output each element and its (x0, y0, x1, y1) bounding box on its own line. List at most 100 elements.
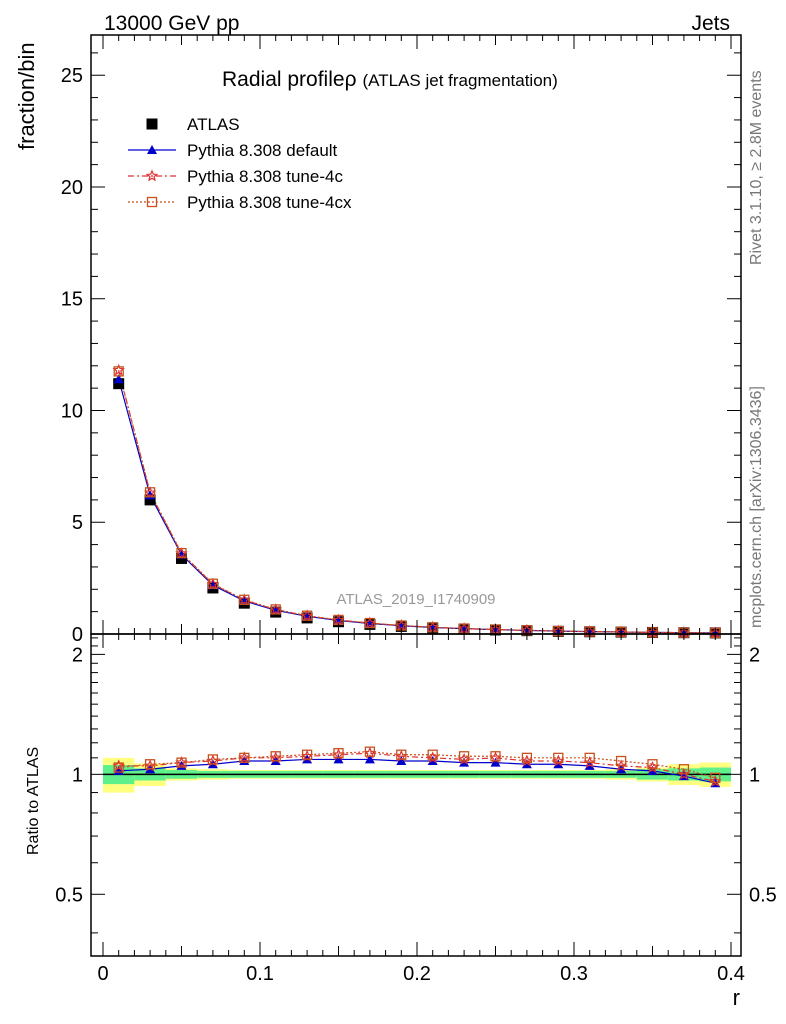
ratio-point-triangle (490, 757, 501, 767)
ratio-point-star (677, 767, 691, 780)
ratio-ytick-label-right: 0.5 (749, 884, 777, 906)
ratio-frame (90, 633, 742, 957)
ratio-point-star (614, 759, 628, 772)
legend-label: Pythia 8.308 tune-4cx (187, 193, 352, 212)
main-point-open-square (239, 594, 250, 605)
ratio-point-open-square (710, 772, 721, 783)
xtick-label: 0.4 (717, 963, 745, 985)
ratio-ytick-label: 2 (72, 644, 83, 666)
ratio-point-star (457, 752, 471, 765)
main-ytick-label: 5 (72, 512, 83, 534)
ratio-point-open-square (207, 754, 219, 765)
ratio-ytick-label-right: 1 (749, 764, 760, 786)
main-point-open-square (144, 487, 156, 498)
ratio-point-open-square (270, 751, 281, 762)
ratio-point-triangle (364, 754, 375, 764)
ratio-point-open-square (176, 757, 187, 768)
main-point-star (175, 546, 188, 559)
xtick-label: 0.2 (403, 963, 431, 985)
ratio-point-star (112, 759, 125, 772)
main-point-star (395, 618, 408, 631)
ratio-point-star (709, 774, 722, 787)
ratio-point-open-square (364, 746, 376, 757)
legend-marker (146, 196, 158, 208)
ratio-point-open-square (301, 749, 313, 760)
main-point-star (238, 593, 251, 606)
main-point-star (300, 609, 314, 622)
ratio-point-open-square (239, 752, 250, 763)
main-point-open-square (207, 578, 219, 589)
legend-marker (147, 145, 157, 154)
main-point-star (112, 363, 125, 376)
main-ytick-label: 20 (61, 177, 83, 199)
legend-label: Pythia 8.308 tune-4c (187, 167, 343, 186)
ratio-uncertainty-band (103, 757, 731, 793)
ratio-point-open-square (333, 748, 344, 759)
main-point-open-square (113, 366, 124, 377)
chart-title-sub: (ATLAS jet fragmentation) (363, 71, 558, 90)
main-point-star (143, 486, 157, 499)
ratio-line-star (118, 752, 716, 782)
ratio-point-open-square (647, 759, 658, 770)
main-point-square (113, 378, 125, 390)
xtick-label: 0 (97, 963, 108, 985)
legend: ATLAS Pythia 8.308 default Pythia 8.308 tu… (128, 115, 352, 212)
main-point-star (332, 613, 345, 626)
ratio-point-triangle (333, 754, 344, 764)
axis-ticks: 0 5 10 15 20 25 0 0.1 0.2 0.3 0.4 0.5 0.5 1 1 2 2 (55, 35, 777, 985)
ratio-point-open-square (553, 752, 564, 763)
main-point-open-square (176, 547, 187, 559)
ratio-ytick-label-right: 2 (749, 644, 760, 666)
x-axis-label: r (733, 985, 740, 1010)
legend-label: ATLAS (187, 115, 240, 134)
ratio-point-star (583, 756, 596, 768)
main-ytick-label: 15 (61, 289, 83, 311)
xtick-label: 0.3 (560, 963, 588, 985)
main-ylabel: fraction/bin (14, 42, 39, 150)
legend-label: Pythia 8.308 default (187, 141, 338, 160)
ratio-point-open-square (490, 751, 501, 762)
analysis-watermark: ATLAS_2019_I1740909 (336, 591, 495, 608)
header-right: Jets (691, 12, 730, 35)
rivet-label: Rivet 3.1.10, ≥ 2.8M events (748, 70, 765, 265)
main-point-open-square (364, 617, 376, 629)
legend-marker (146, 118, 158, 130)
ratio-point-open-square (521, 752, 533, 763)
ratio-point-star (395, 749, 408, 762)
ratio-point-star (206, 754, 220, 767)
ratio-point-star (520, 754, 534, 767)
ratio-point-star (426, 751, 439, 764)
main-point-open-square (301, 610, 313, 621)
main-point-star (206, 577, 220, 590)
ratio-point-star (238, 751, 251, 764)
chart-title: Radial profileρ (ATLAS jet fragmentation) (222, 68, 558, 91)
ratio-point-star (646, 760, 659, 773)
main-ytick-label: 10 (61, 400, 83, 422)
main-point-square (144, 494, 156, 506)
ratio-point-triangle (396, 756, 407, 766)
ratio-ytick-label: 1 (72, 764, 83, 786)
ratio-point-open-square (144, 759, 156, 770)
ratio-point-open-square (396, 749, 407, 760)
ratio-point-star (552, 754, 565, 767)
ratio-point-open-square (427, 749, 438, 760)
ratio-point-open-square (615, 755, 627, 767)
ratio-point-open-square (584, 752, 595, 763)
ratio-ylabel: Ratio to ATLAS (25, 747, 42, 855)
ratio-ytick-label: 0.5 (55, 884, 83, 906)
main-ytick-label: 0 (72, 624, 83, 646)
ratio-point-open-square (678, 764, 690, 775)
xtick-label: 0.1 (246, 963, 274, 985)
header-left: 13000 GeV pp (104, 12, 239, 35)
main-point-star (363, 616, 377, 629)
ratio-point-open-square (113, 762, 124, 773)
ratio-line-triangle (118, 758, 716, 784)
axes-frames (90, 34, 742, 957)
ratio-point-open-square (458, 751, 470, 762)
mcplots-label: mcplots.cern.ch [arXiv:1306.3436] (748, 386, 765, 628)
chart-title-main: Radial profileρ (222, 68, 357, 91)
main-point-star (269, 603, 282, 615)
legend-marker (145, 169, 159, 182)
ratio-series-group (112, 746, 722, 788)
